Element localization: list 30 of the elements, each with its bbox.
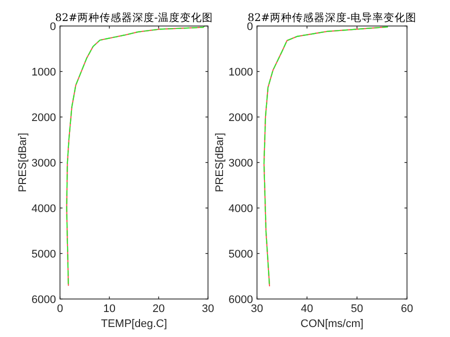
y-tick-label: 1000 (228, 66, 253, 78)
x-tick-label: 40 (300, 303, 314, 315)
x-tick-label: 30 (202, 303, 214, 315)
y-tick-label: 2000 (228, 112, 253, 124)
y-tick-label: 2000 (32, 112, 56, 124)
y-axis-title: PRES[dBar] (214, 132, 226, 192)
y-tick-label: 4000 (32, 203, 56, 215)
line-series (263, 26, 388, 286)
y-axis-title: PRES[dBar] (17, 132, 29, 192)
x-tick-label: 50 (350, 303, 364, 315)
y-tick-label: 3000 (228, 158, 253, 170)
y-tick-label: 0 (50, 21, 56, 33)
chart-title: 82#两种传感器深度-电导率变化图 (248, 11, 416, 24)
line-series (66, 25, 206, 286)
x-axis-title: CON[ms/cm] (300, 318, 364, 330)
y-tick-label: 5000 (228, 248, 253, 260)
x-tick-label: 10 (103, 303, 116, 315)
y-tick-label: 5000 (32, 248, 56, 260)
x-tick-label: 20 (152, 303, 165, 315)
y-tick-label: 0 (246, 21, 253, 33)
x-axis-title: TEMP[deg.C] (100, 318, 168, 330)
y-tick-label: 6000 (228, 294, 253, 306)
x-tick-label: 60 (400, 303, 414, 315)
y-tick-label: 1000 (32, 66, 56, 78)
y-tick-label: 4000 (228, 203, 253, 215)
chart-title: 82#两种传感器深度-温度变化图 (55, 11, 213, 24)
y-tick-label: 6000 (32, 294, 56, 306)
y-tick-label: 3000 (32, 158, 56, 170)
x-tick-label: 0 (56, 303, 64, 315)
x-tick-label: 30 (250, 303, 264, 315)
